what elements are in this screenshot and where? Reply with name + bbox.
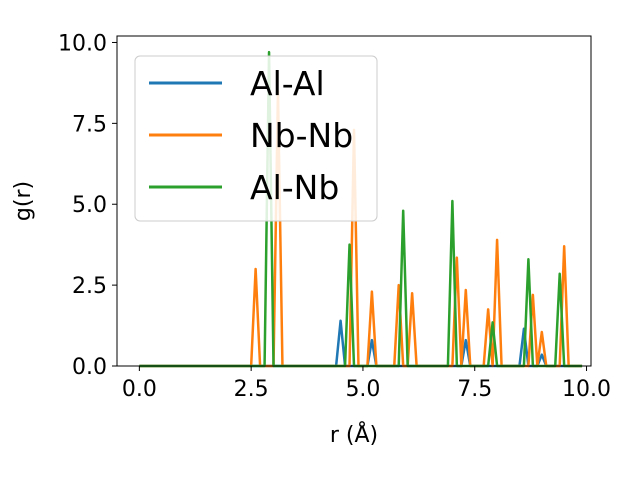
x-tick-label: 5.0 — [345, 377, 380, 402]
y-tick-label: 10.0 — [58, 31, 107, 56]
y-tick-label: 0.0 — [72, 355, 107, 380]
y-tick-label: 7.5 — [72, 112, 107, 137]
y-tick-label: 2.5 — [72, 274, 107, 299]
y-axis-label: g(r) — [11, 181, 36, 221]
x-tick-label: 2.5 — [234, 377, 269, 402]
x-tick-label: 7.5 — [457, 377, 492, 402]
tick-layer: 0.0 2.5 5.0 7.5 10.0 0.0 2.5 5.0 7.5 10.0 — [58, 31, 611, 402]
legend-frame — [134, 55, 378, 222]
y-tick-label: 5.0 — [72, 193, 107, 218]
legend-label-al-al: Al-Al — [250, 64, 325, 103]
series-line-al-al — [139, 319, 583, 368]
x-tick-label: 0.0 — [122, 377, 157, 402]
x-axis-label: r (Å) — [330, 421, 378, 448]
plot-frame — [116, 35, 592, 367]
legend-label-nb-nb: Nb-Nb — [250, 116, 353, 155]
legend: Al-Al Nb-Nb Al-Nb — [134, 55, 378, 222]
x-tick-label: 10.0 — [562, 377, 611, 402]
legend-label-al-nb: Al-Nb — [250, 168, 339, 207]
